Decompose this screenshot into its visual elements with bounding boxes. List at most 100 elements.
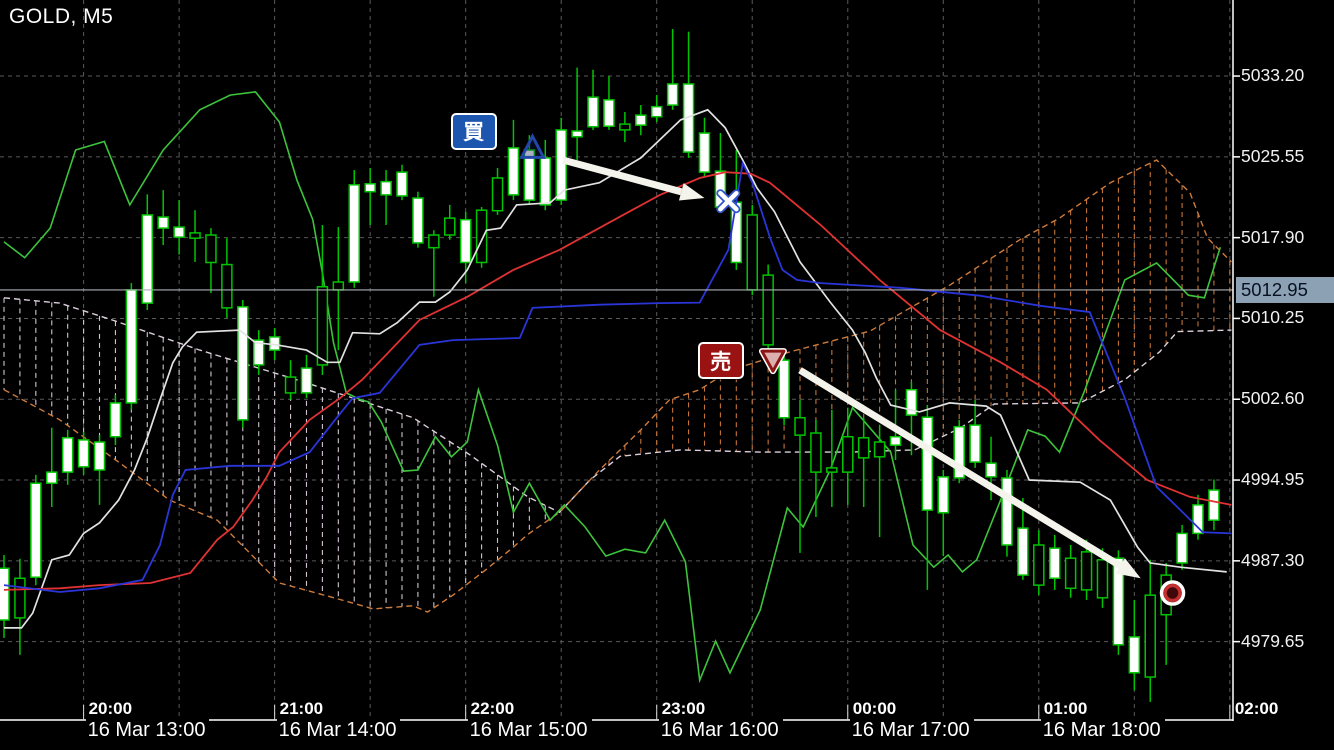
time-hour-label: 22:00 <box>470 699 515 718</box>
candle-body <box>507 147 520 196</box>
sell-trade-arrow <box>798 367 1141 579</box>
time-hour-label: 00:00 <box>852 699 897 718</box>
candle-body <box>937 476 950 514</box>
candle-body <box>412 197 424 244</box>
candle-body <box>1017 527 1029 576</box>
price-tick-label: 5010.25 <box>1241 307 1305 328</box>
candle-body <box>396 171 408 197</box>
kijun-line <box>3 160 1232 593</box>
candle-body <box>428 234 440 249</box>
kijun-layer <box>3 160 1232 593</box>
candle-body <box>603 99 615 127</box>
candle-body <box>205 234 217 264</box>
price-tick-label: 5033.20 <box>1241 65 1305 86</box>
candle-body <box>380 180 392 196</box>
gridlines <box>0 0 1233 720</box>
candle-body <box>889 435 902 446</box>
candle-body <box>555 129 567 201</box>
buy-open-marker <box>519 133 547 159</box>
tenkan-layer <box>3 171 1232 591</box>
candle-body <box>46 471 58 484</box>
candle-body <box>189 232 201 239</box>
candle-body <box>109 402 122 438</box>
candle-body <box>539 157 552 206</box>
symbol-timeframe-label: GOLD, M5 <box>9 5 114 28</box>
candles-layer <box>0 29 1220 702</box>
candle-body <box>1176 532 1188 564</box>
candle-body <box>635 114 647 126</box>
time-date-label: 16 Mar 14:00 <box>276 719 401 742</box>
price-tick-label: 5025.55 <box>1241 145 1305 166</box>
candle-body <box>826 467 838 473</box>
buy-badge: 買 <box>450 112 497 150</box>
sell-open-marker <box>758 348 787 375</box>
candle-body <box>969 424 981 463</box>
ichimoku-kumo-cloud <box>3 159 1232 613</box>
candle-body <box>587 96 599 128</box>
candle-body <box>284 376 297 394</box>
candle-body <box>93 441 106 471</box>
candle-body <box>1128 636 1141 674</box>
time-hour-label: 21:00 <box>279 699 324 718</box>
time-hour-label: 20:00 <box>88 699 133 718</box>
candle-body <box>444 217 456 236</box>
candle-body <box>61 437 74 473</box>
candle-body <box>1064 557 1077 590</box>
sell-badge-label: 売 <box>710 350 732 374</box>
current-price-label: 5012.95 <box>1236 276 1334 303</box>
time-hour-label: 02:00 <box>1234 699 1279 718</box>
candle-body <box>1096 559 1109 599</box>
candle-body <box>364 183 376 193</box>
time-date-label: 16 Mar 15:00 <box>467 719 592 742</box>
candle-body <box>619 123 631 131</box>
candle-body <box>921 416 934 511</box>
candle-body <box>1144 594 1156 678</box>
time-date-label: 16 Mar 16:00 <box>658 719 783 742</box>
candle-body <box>252 339 265 366</box>
candle-body <box>762 274 774 346</box>
candle-body <box>873 441 886 458</box>
candle-body <box>985 462 997 478</box>
chikou-span-line <box>3 91 1222 684</box>
candle-body <box>475 209 488 264</box>
candle-body <box>0 567 10 621</box>
price-tick-label: 4987.30 <box>1241 549 1305 570</box>
candle-body <box>810 432 822 473</box>
axes <box>0 0 1240 721</box>
candle-body <box>157 216 169 229</box>
candle-body <box>523 149 536 201</box>
candle-body <box>141 214 154 304</box>
candle-body <box>1192 504 1204 535</box>
candle-body <box>459 218 472 264</box>
candle-body <box>237 306 249 421</box>
time-hour-label: 23:00 <box>661 699 706 718</box>
price-tick-label: 5002.60 <box>1241 388 1305 409</box>
time-date-label: 16 Mar 13:00 <box>85 719 210 742</box>
white-ma-line <box>4 108 1227 629</box>
chikou-layer <box>3 91 1222 684</box>
candle-body <box>1033 544 1045 586</box>
candle-body <box>491 177 504 212</box>
candle-body <box>14 577 26 619</box>
candle-body <box>316 286 329 366</box>
tenkan-line <box>3 171 1232 591</box>
candle-body <box>650 105 663 118</box>
candle-body <box>332 281 345 291</box>
candle-body <box>746 214 758 291</box>
price-tick-label: 5017.90 <box>1241 226 1305 247</box>
candle-body <box>698 132 711 173</box>
candle-body <box>857 437 870 459</box>
price-tick-label: 4979.65 <box>1241 630 1305 651</box>
buy-close-marker <box>716 189 741 214</box>
candle-body <box>1001 477 1013 546</box>
candle-body <box>348 184 360 283</box>
time-hour-label: 01:00 <box>1043 699 1088 718</box>
sell-badge: 売 <box>697 342 744 380</box>
candle-body <box>1112 557 1125 646</box>
time-date-label: 16 Mar 18:00 <box>1040 719 1165 742</box>
candle-body <box>77 439 90 468</box>
candle-body <box>571 130 583 138</box>
candle-body <box>953 425 965 479</box>
